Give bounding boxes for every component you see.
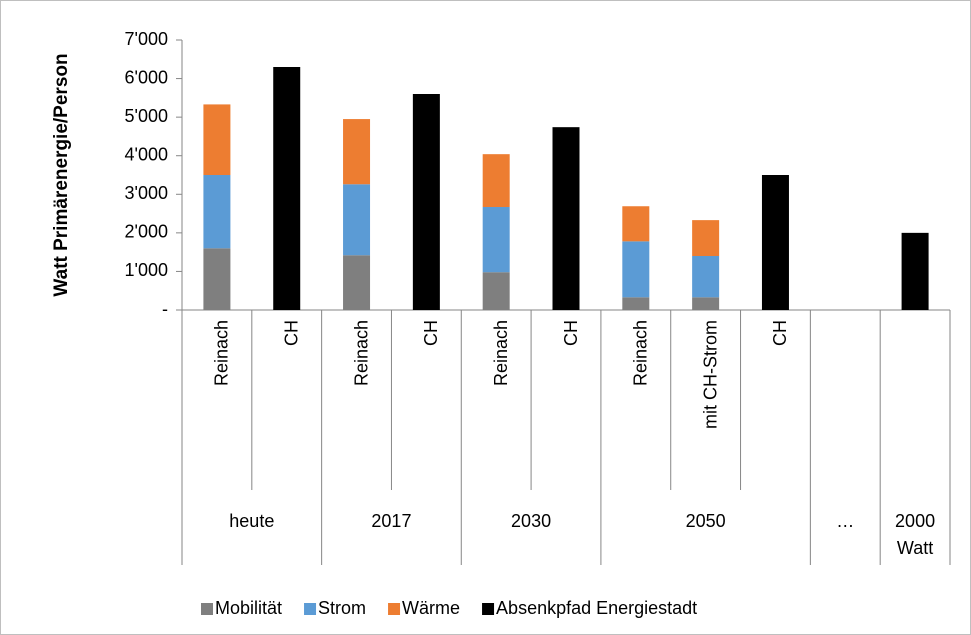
bar — [761, 175, 789, 310]
bar — [203, 248, 231, 310]
legend-swatch — [304, 603, 317, 615]
x-tick-label: mit CH-Strom — [700, 320, 720, 429]
bar — [692, 297, 720, 310]
bar — [412, 94, 440, 310]
x-tick-label: Reinach — [212, 320, 232, 386]
y-tick-label: 6'000 — [125, 67, 168, 87]
legend-swatch — [388, 603, 401, 615]
y-tick-label: 1'000 — [125, 260, 168, 280]
bar — [552, 127, 580, 311]
group-label: heute — [229, 511, 275, 531]
x-tick-label: CH — [421, 320, 441, 346]
bar — [622, 241, 650, 298]
x-tick-label: CH — [281, 320, 301, 346]
legend-label: Strom — [318, 598, 366, 618]
bar — [482, 154, 510, 208]
x-tick-label: Reinach — [491, 320, 511, 386]
y-tick-label: 2'000 — [125, 222, 168, 242]
group-label: 2000 Watt — [895, 511, 936, 558]
bar — [482, 207, 510, 273]
bar — [273, 67, 301, 310]
y-tick-label: 5'000 — [125, 106, 168, 126]
bar — [203, 175, 231, 249]
x-tick-label: Reinach — [631, 320, 651, 386]
bar — [343, 184, 371, 256]
legend-swatch — [482, 603, 495, 615]
legend-label: Wärme — [402, 598, 460, 618]
x-tick-label: Reinach — [351, 320, 371, 386]
group-label: 2050 — [685, 511, 726, 531]
legend-swatch — [201, 603, 213, 615]
legend-label: Absenkpfad Energiestadt — [496, 598, 697, 618]
bar — [622, 297, 650, 310]
group-label: … — [836, 511, 855, 531]
bar — [692, 256, 720, 298]
y-tick-label: 4'000 — [125, 144, 168, 164]
bar — [622, 206, 650, 242]
bar — [343, 119, 371, 185]
y-tick-label: 3'000 — [125, 183, 168, 203]
x-tick-label: CH — [770, 320, 790, 346]
bar — [482, 272, 510, 310]
y-tick-label: 7'000 — [125, 29, 168, 49]
bar — [343, 255, 371, 310]
bar — [692, 220, 720, 256]
bar — [203, 104, 231, 175]
bar — [901, 232, 929, 310]
legend-label: Mobilität — [215, 598, 282, 618]
group-label: 2017 — [371, 511, 412, 531]
y-axis-title: Watt Primärenergie/Person — [51, 53, 72, 296]
x-tick-label: CH — [561, 320, 581, 346]
group-label: 2030 — [511, 511, 552, 531]
y-tick-label: - — [162, 299, 168, 319]
